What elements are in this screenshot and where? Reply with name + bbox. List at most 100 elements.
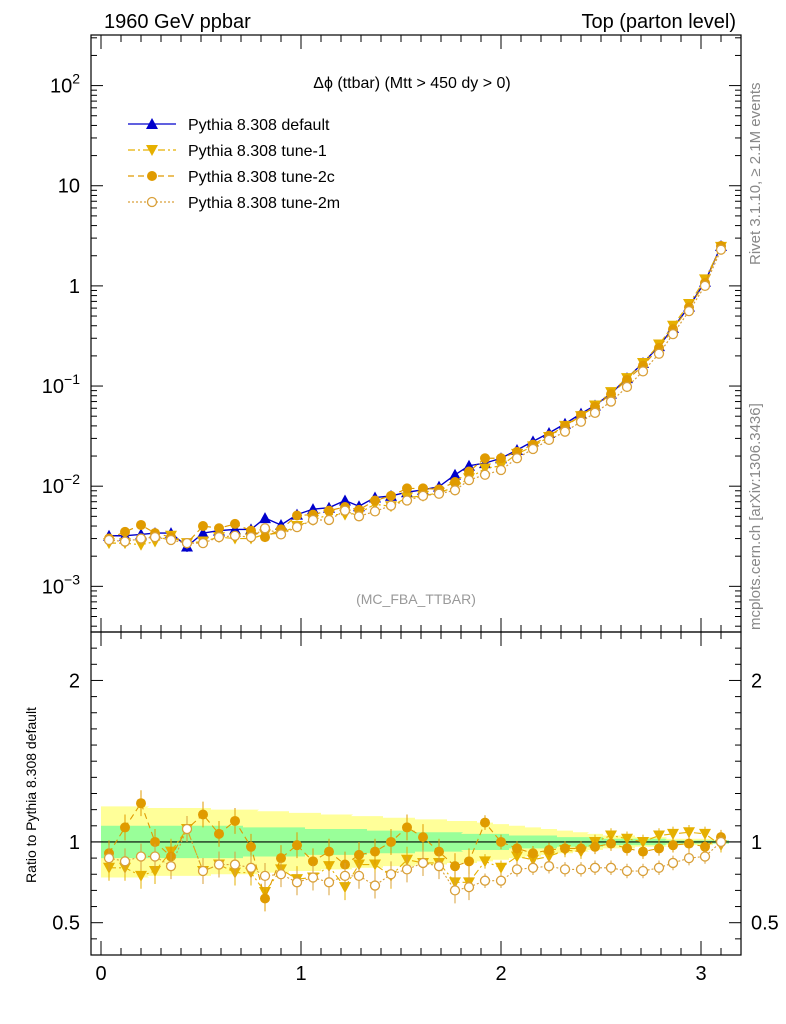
data-point [260,532,270,543]
data-point [165,534,177,546]
ratio-point [119,856,131,867]
ratio-point [386,836,396,847]
ratio-point [637,865,649,877]
y-tick-label: 10−2 [42,471,80,498]
ratio-point [622,843,632,854]
data-point [120,526,130,537]
legend-swatch-marker [146,196,158,208]
ratio-tick-label-left: 2 [69,670,80,692]
ratio-point [246,841,256,852]
data-point [480,453,490,464]
data-point [401,495,413,506]
ratio-point [637,836,649,848]
ratio-tick-label-left: 0.5 [52,913,80,935]
data-point [339,505,351,516]
ratio-point [291,877,303,888]
x-tick-label: 0 [95,963,106,985]
legend-item: Pythia 8.308 tune-2m [128,195,340,212]
legend-swatch-marker [146,145,158,156]
data-point [385,500,397,511]
data-point [575,416,587,427]
data-point [149,531,161,543]
ratio-point [560,843,570,854]
ratio-ylabel: Ratio to Pythia 8.308 default [23,707,39,883]
ratio-point [654,843,664,854]
ratio-tick-label-right: 0.5 [751,913,779,935]
ratio-point [307,872,319,883]
ratio-point [339,870,351,882]
ratio-point [715,836,727,848]
data-point [369,506,381,517]
data-point [339,494,351,506]
ratio-line [108,801,722,901]
legend-label: Pythia 8.308 tune-1 [188,143,327,160]
data-point [324,505,334,516]
data-point [418,483,428,494]
ratio-point [653,830,665,842]
ratio-point [229,859,241,870]
ratio-point [149,866,161,878]
ratio-point [197,865,209,877]
y-tick-label: 10−1 [42,371,80,398]
ratio-point [150,836,160,847]
ratio-point [589,862,601,873]
ratio-point [575,864,587,875]
ratio-point [699,828,711,840]
ratio-point [512,843,522,854]
ratio-point [259,870,271,882]
legend-item: Pythia 8.308 tune-2c [128,169,335,186]
ratio-point [668,840,678,851]
ratio-point [606,838,616,849]
ratio-point [638,846,648,857]
ratio-point [605,830,617,842]
ratio-point [683,827,695,839]
data-point [589,407,601,418]
ratio-point [120,822,130,833]
y-tick-label: 102 [50,71,80,98]
y-tick-label: 10−3 [42,571,80,598]
data-point [245,531,257,543]
data-point [214,523,224,534]
header-left: 1960 GeV ppbar [104,11,251,33]
ratio-point [543,861,555,872]
ratio-point [653,862,665,873]
data-point [699,280,711,292]
ratio-point [181,823,193,835]
data-point [637,366,649,377]
data-point [181,537,193,549]
legend-label: Pythia 8.308 tune-2m [188,195,340,212]
ratio-point [103,852,115,864]
series-line [108,249,722,544]
data-point [495,464,507,476]
legend-swatch-marker [147,171,157,181]
ratio-point [495,862,507,874]
ratio-panel: 0.5 0.5 1 1 2 2 0 1 2 3 [52,631,779,985]
ratio-point [621,865,633,877]
ratio-point [402,822,412,833]
ratio-point [544,845,554,856]
ratio-point [324,846,334,857]
ratio-point [450,861,460,872]
watermark: (MC_FBA_TTBAR) [356,591,476,607]
ratio-point [667,828,679,840]
ratio-point [230,815,240,826]
ratio-point [434,846,444,857]
ratio-line [109,827,722,893]
data-point [275,529,287,540]
header-right: Top (parton level) [581,11,736,33]
legend-label: Pythia 8.308 default [188,117,330,134]
data-point [527,443,539,455]
y-tick-label: 10 [58,176,80,198]
data-point [323,514,335,526]
ratio-point [276,853,286,864]
series-line [108,245,722,544]
ratio-point [479,856,491,868]
data-point [605,396,617,407]
series-0 [103,240,727,553]
data-point [715,244,727,255]
data-point [307,514,319,526]
ratio-point [511,864,523,875]
chart-title: Δϕ (ttbar) (Mtt > 450 dy > 0) [313,75,511,92]
data-point [386,490,396,501]
data-point [667,328,679,340]
